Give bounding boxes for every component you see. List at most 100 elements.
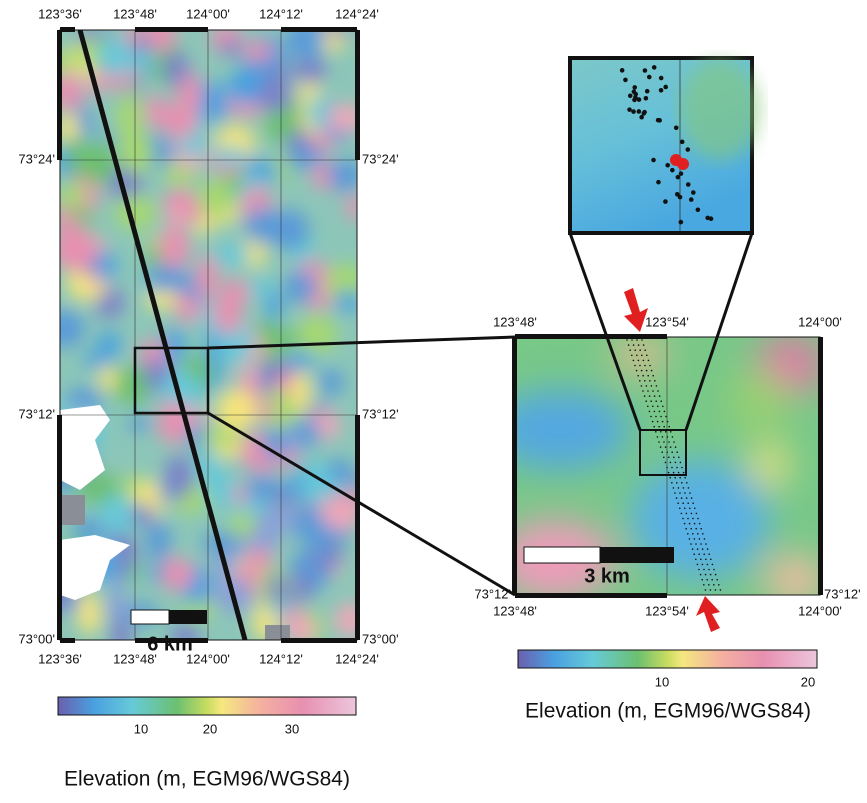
track-dot xyxy=(687,502,689,504)
track-dot xyxy=(679,508,681,510)
sample-dot xyxy=(659,88,664,93)
track-dot xyxy=(660,416,662,418)
track-dot xyxy=(681,482,683,484)
terrain xyxy=(307,36,325,53)
track-dot xyxy=(692,518,694,520)
track-dot xyxy=(651,370,653,372)
track-dot xyxy=(663,426,665,428)
terrain xyxy=(242,535,275,551)
sample-dot xyxy=(663,85,668,90)
track-dot xyxy=(642,375,644,377)
track-dot xyxy=(657,421,659,423)
track-dot xyxy=(695,528,697,530)
track-dot xyxy=(669,477,671,479)
track-dot xyxy=(665,446,667,448)
right-elevation-map xyxy=(490,335,825,605)
longitude-label: 124°00' xyxy=(798,603,842,618)
sample-dot xyxy=(696,207,701,212)
no-data xyxy=(60,495,85,525)
latitude-label: 73°00' xyxy=(18,631,55,646)
terrain xyxy=(181,207,203,223)
track-dot xyxy=(692,502,694,504)
sample-dot xyxy=(656,180,661,185)
track-dot xyxy=(641,385,643,387)
frame-bar xyxy=(281,27,357,32)
terrain xyxy=(292,352,314,370)
track-dot xyxy=(652,375,654,377)
terrain xyxy=(180,136,207,158)
terrain xyxy=(159,226,190,267)
track-dot xyxy=(710,559,712,561)
track-dot xyxy=(702,564,704,566)
sample-dot xyxy=(631,109,636,114)
track-dot xyxy=(705,559,707,561)
longitude-label: 123°48' xyxy=(113,651,157,666)
track-dot xyxy=(685,528,687,530)
track-dot xyxy=(631,339,633,341)
track-dot xyxy=(650,416,652,418)
track-dot xyxy=(718,584,720,586)
terrain xyxy=(98,366,117,391)
latitude-label: 73°24' xyxy=(362,151,399,166)
track-dot xyxy=(663,441,665,443)
terrain xyxy=(147,565,165,581)
terrain xyxy=(58,182,86,208)
track-dot xyxy=(684,508,686,510)
sample-dot xyxy=(637,109,642,114)
track-dot xyxy=(649,395,651,397)
track-dot xyxy=(696,513,698,515)
track-dot xyxy=(656,385,658,387)
colorbar-tick-label: 10 xyxy=(655,674,669,689)
track-dot xyxy=(665,462,667,464)
track-dot xyxy=(701,579,703,581)
latitude-label: 73°12' xyxy=(474,586,511,601)
terrain xyxy=(147,520,171,562)
sample-dot xyxy=(628,93,633,98)
track-dot xyxy=(710,589,712,591)
track-dot xyxy=(694,523,696,525)
track-dot xyxy=(647,375,649,377)
terrain xyxy=(243,42,272,61)
track-dot xyxy=(677,502,679,504)
track-dot xyxy=(662,436,664,438)
track-dot xyxy=(647,406,649,408)
track-dot xyxy=(633,344,635,346)
track-dot xyxy=(679,492,681,494)
colorbar-title: Elevation (m, EGM96/WGS84) xyxy=(64,768,350,791)
track-dot xyxy=(703,584,705,586)
track-dot xyxy=(689,523,691,525)
terrain xyxy=(292,371,311,414)
track-dot xyxy=(631,355,633,357)
sample-dot xyxy=(659,76,664,81)
track-dot xyxy=(649,380,651,382)
track-dot xyxy=(639,380,641,382)
track-dot xyxy=(704,538,706,540)
longitude-label: 124°00' xyxy=(798,314,842,329)
track-dot xyxy=(660,446,662,448)
terrain xyxy=(346,195,365,220)
longitude-label: 123°36' xyxy=(38,6,82,21)
track-dot xyxy=(700,559,702,561)
track-dot xyxy=(683,472,685,474)
track-dot xyxy=(637,375,639,377)
frame-bar xyxy=(515,593,667,598)
terrain xyxy=(51,72,83,111)
colorbar xyxy=(518,650,817,668)
track-dot xyxy=(670,446,672,448)
sample-dot xyxy=(620,68,625,73)
sample-dot xyxy=(663,199,668,204)
colorbar xyxy=(58,697,356,715)
track-dot xyxy=(715,589,717,591)
track-dot xyxy=(665,431,667,433)
track-dot xyxy=(660,400,662,402)
sample-dot xyxy=(686,182,691,187)
sample-dot xyxy=(632,85,637,90)
terrain xyxy=(285,147,325,168)
track-dot xyxy=(673,487,675,489)
track-dot xyxy=(662,406,664,408)
track-dot xyxy=(638,344,640,346)
track-dot xyxy=(682,502,684,504)
terrain xyxy=(100,494,135,535)
track-dot xyxy=(705,574,707,576)
track-dot xyxy=(678,487,680,489)
